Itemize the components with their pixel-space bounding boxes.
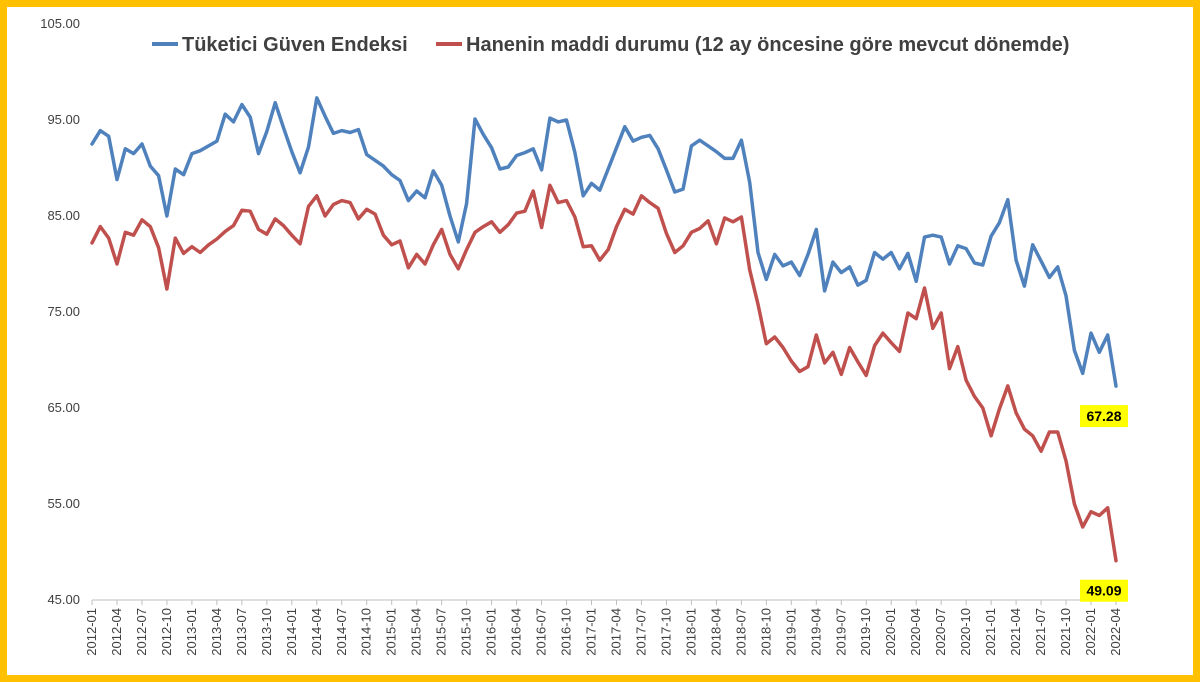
- end-label-background: [1080, 405, 1128, 428]
- x-tick-label: 2017-04: [608, 608, 623, 656]
- x-tick-label: 2018-07: [733, 608, 748, 656]
- x-tick-label: 2022-01: [1083, 608, 1098, 656]
- x-tick-label: 2022-04: [1108, 608, 1123, 656]
- x-tick-label: 2020-04: [908, 608, 923, 656]
- x-tick-label: 2017-01: [584, 608, 599, 656]
- end-label-hanenin-maddi-durumu: 49.09: [1080, 579, 1128, 602]
- x-tick-label: 2020-07: [933, 608, 948, 656]
- x-tick-label: 2019-10: [858, 608, 873, 656]
- x-tick-label: 2019-01: [783, 608, 798, 656]
- x-tick-label: 2020-10: [958, 608, 973, 656]
- series-line-tuketici-guven: [90, 96, 1118, 388]
- x-tick-label: 2016-10: [559, 608, 574, 656]
- y-tick-label: 105.00: [40, 16, 80, 31]
- x-tick-label: 2013-04: [209, 608, 224, 656]
- legend-item-tuketici-guven: Tüketici Güven Endeksi: [152, 34, 408, 56]
- x-tick-label: 2015-07: [434, 608, 449, 656]
- x-tick-label: 2021-04: [1008, 608, 1023, 656]
- y-tick-label: 95.00: [47, 112, 80, 127]
- x-tick-label: 2015-04: [409, 608, 424, 656]
- end-labels: 67.28 49.09: [1080, 405, 1128, 602]
- x-tick-label: 2017-07: [633, 608, 648, 656]
- legend-label: Hanenin maddi durumu (12 ay öncesine gör…: [466, 34, 1069, 56]
- x-tick-label: 2013-01: [184, 608, 199, 656]
- legend: Tüketici Güven Endeksi Hanenin maddi duru…: [152, 34, 1069, 56]
- x-tick-label: 2012-04: [109, 608, 124, 656]
- legend-item-hanenin-maddi-durumu: Hanenin maddi durumu (12 ay öncesine gör…: [436, 34, 1069, 56]
- legend-label: Tüketici Güven Endeksi: [182, 34, 408, 56]
- x-tick-label: 2020-01: [883, 608, 898, 656]
- x-tick-label: 2021-07: [1033, 608, 1048, 656]
- y-axis: 45.00 55.00 65.00 75.00 85.00 95.00 105.00: [40, 16, 80, 607]
- end-label-tuketici-guven: 67.28: [1080, 405, 1128, 428]
- x-tick-label: 2015-10: [459, 608, 474, 656]
- y-tick-label: 65.00: [47, 400, 80, 415]
- x-tick-label: 2021-01: [983, 608, 998, 656]
- x-tick-label: 2014-01: [284, 608, 299, 656]
- x-axis: 2012-01 2012-04 2012-07 2012-10 2013-01 2013-…: [84, 599, 1123, 656]
- x-tick-label: 2018-04: [708, 608, 723, 656]
- x-tick-label: 2019-07: [833, 608, 848, 656]
- x-tick-label: 2013-10: [259, 608, 274, 656]
- y-tick-label: 55.00: [47, 496, 80, 511]
- x-tick-label: 2018-10: [758, 608, 773, 656]
- x-tick-label: 2018-01: [683, 608, 698, 656]
- y-tick-label: 45.00: [47, 592, 80, 607]
- x-tick-label: 2017-10: [658, 608, 673, 656]
- x-tick-label: 2014-04: [309, 608, 324, 656]
- end-label-background: [1080, 579, 1128, 602]
- x-tick-label: 2019-04: [808, 608, 823, 656]
- series-group: [90, 96, 1118, 563]
- x-tick-label: 2014-10: [359, 608, 374, 656]
- x-tick-label: 2013-07: [234, 608, 249, 656]
- end-label-text: 67.28: [1086, 408, 1121, 424]
- end-label-text: 49.09: [1086, 583, 1121, 599]
- y-tick-label: 75.00: [47, 304, 80, 319]
- y-tick-label: 85.00: [47, 208, 80, 223]
- x-tick-label: 2016-04: [509, 608, 524, 656]
- x-tick-label: 2016-01: [484, 608, 499, 656]
- series-line-hanenin-maddi-durumu: [90, 183, 1118, 563]
- x-tick-label: 2012-07: [134, 608, 149, 656]
- x-tick-label: 2015-01: [384, 608, 399, 656]
- x-tick-label: 2014-07: [334, 608, 349, 656]
- x-tick-label: 2012-01: [84, 608, 99, 656]
- x-tick-label: 2016-07: [534, 608, 549, 656]
- x-tick-label: 2012-10: [159, 608, 174, 656]
- x-tick-label: 2021-10: [1058, 608, 1073, 656]
